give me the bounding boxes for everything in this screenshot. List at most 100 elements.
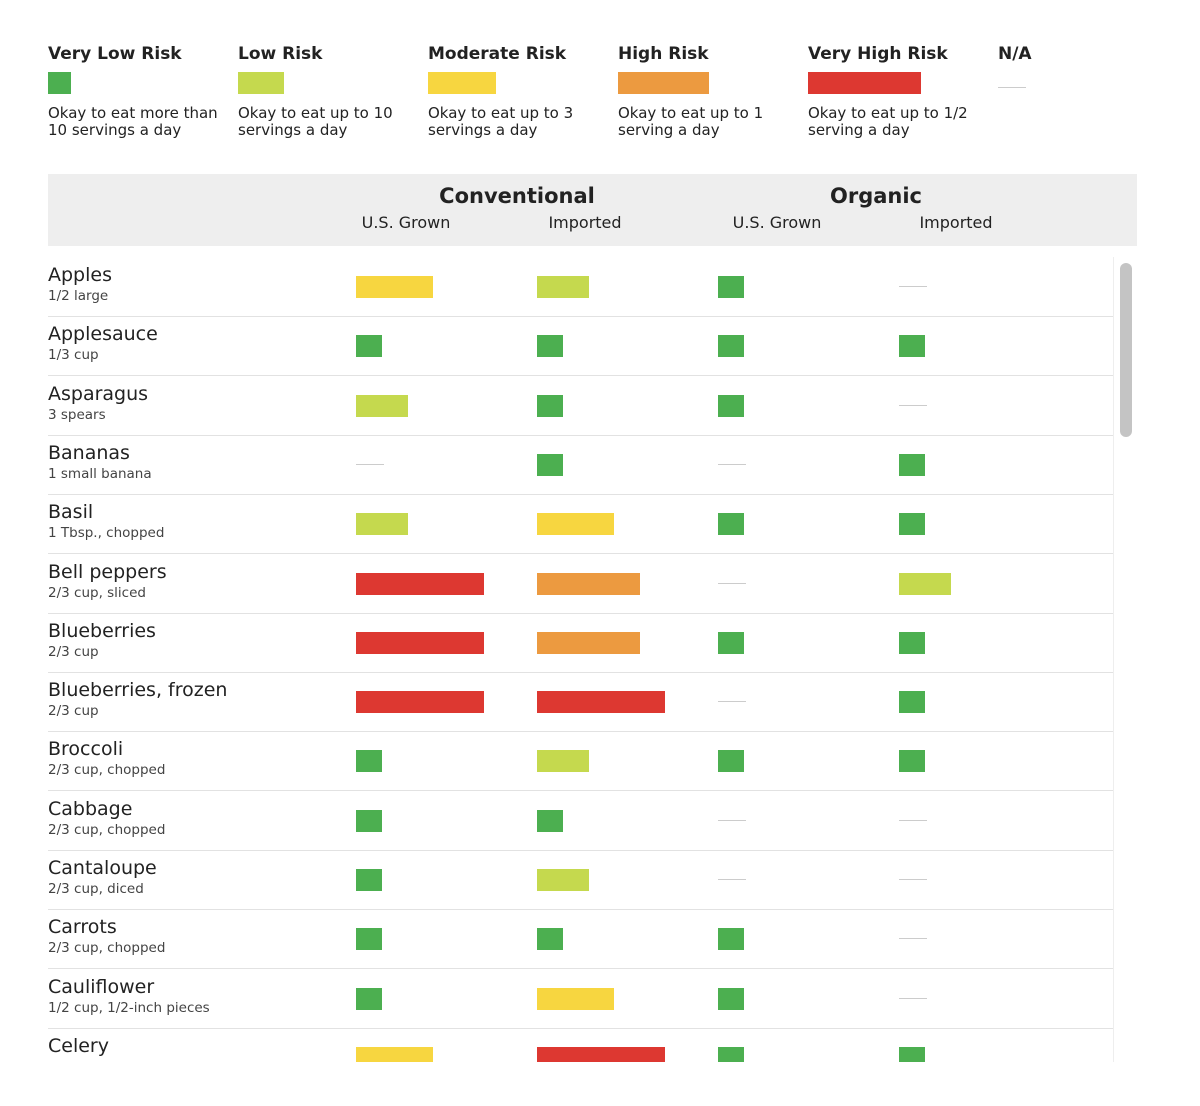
risk-mark — [899, 879, 927, 880]
column-header: U.S. Grown — [361, 213, 451, 232]
risk-mark — [537, 335, 563, 358]
risk-mark — [356, 928, 382, 951]
food-name: Bell peppers — [48, 560, 167, 583]
legend-swatch — [998, 87, 1026, 88]
table-body: Apples 1/2 large Applesauce 1/3 cup Asparagu… — [0, 257, 1200, 1062]
risk-mark — [718, 987, 744, 1010]
table-row: Apples 1/2 large — [48, 257, 1113, 317]
risk-mark — [718, 335, 744, 358]
risk-mark — [537, 928, 563, 951]
serving-size: 2/3 cup — [48, 643, 99, 660]
food-name: Cauliflower — [48, 975, 155, 998]
risk-mark — [356, 394, 408, 417]
risk-mark — [899, 631, 925, 654]
risk-mark — [537, 750, 589, 773]
legend-swatch — [808, 72, 921, 94]
legend-swatch — [428, 72, 496, 94]
legend-label: Low Risk — [238, 44, 323, 64]
risk-mark — [718, 1046, 744, 1062]
risk-mark — [899, 1046, 925, 1062]
table-row: Cauliflower 1/2 cup, 1/2-inch pieces — [48, 969, 1113, 1029]
risk-mark — [537, 1046, 665, 1062]
serving-size: 1 small banana — [48, 465, 152, 482]
legend-swatch — [238, 72, 284, 94]
risk-mark — [537, 572, 640, 595]
risk-mark — [718, 463, 746, 465]
table-row: Asparagus 3 spears — [48, 376, 1113, 436]
risk-mark — [899, 572, 951, 595]
risk-mark — [537, 513, 614, 536]
legend-description: Okay to eat up to 1/2 serving a day — [808, 104, 968, 139]
risk-mark — [718, 513, 744, 536]
risk-mark — [899, 513, 925, 536]
food-name: Bananas — [48, 441, 130, 464]
table-row: Basil 1 Tbsp., chopped — [48, 494, 1113, 555]
risk-mark — [899, 453, 925, 476]
serving-size: 2/3 cup, chopped — [48, 821, 166, 838]
risk-mark — [899, 750, 925, 773]
table-header — [48, 174, 1137, 246]
risk-mark — [356, 750, 382, 773]
risk-mark — [718, 582, 746, 584]
risk-mark — [899, 286, 927, 287]
risk-mark — [718, 394, 744, 417]
risk-mark — [356, 987, 382, 1010]
risk-mark — [537, 394, 563, 417]
table-row: Blueberries, frozen 2/3 cup — [48, 672, 1113, 733]
legend-label: N/A — [998, 44, 1032, 64]
scrollbar-thumb[interactable] — [1120, 263, 1132, 437]
risk-mark — [718, 701, 746, 703]
risk-mark — [718, 928, 744, 951]
food-name: Broccoli — [48, 738, 124, 761]
risk-mark — [899, 819, 927, 821]
risk-mark — [537, 987, 614, 1010]
table-row: Cabbage 2/3 cup, chopped — [48, 791, 1113, 851]
risk-mark — [356, 631, 484, 654]
risk-mark — [899, 938, 927, 940]
food-name: Cantaloupe — [48, 857, 157, 879]
legend-label: High Risk — [618, 44, 709, 64]
risk-mark — [356, 335, 382, 358]
serving-size: 1/2 cup, 1/2-inch pieces — [48, 999, 210, 1016]
risk-mark — [718, 631, 744, 654]
risk-mark — [537, 869, 589, 891]
serving-size: 1/3 cup — [48, 347, 99, 364]
column-header: U.S. Grown — [732, 213, 822, 232]
legend-description: Okay to eat up to 10 servings a day — [238, 104, 393, 139]
food-name: Apples — [48, 264, 112, 286]
risk-mark — [356, 869, 382, 891]
risk-mark — [537, 276, 589, 298]
table-row: Applesauce 1/3 cup — [48, 316, 1113, 377]
risk-mark — [899, 691, 925, 714]
serving-size: 2/3 cup, chopped — [48, 940, 166, 957]
risk-mark — [356, 276, 433, 298]
risk-mark — [718, 276, 744, 298]
food-name: Asparagus — [48, 382, 149, 405]
legend-swatch — [618, 72, 709, 94]
table-row: Carrots 2/3 cup, chopped — [48, 909, 1113, 970]
column-header: Imported — [548, 213, 622, 232]
table-row: Bell peppers 2/3 cup, sliced — [48, 554, 1113, 614]
risk-mark — [537, 453, 563, 476]
food-name: Cabbage — [48, 797, 133, 820]
risk-mark — [356, 809, 382, 832]
column-header: Imported — [919, 213, 993, 232]
serving-size: 2/3 cup, sliced — [48, 584, 146, 601]
legend-label: Very High Risk — [808, 44, 948, 64]
risk-mark — [537, 631, 640, 654]
risk-mark — [899, 997, 927, 999]
risk-mark — [718, 819, 746, 821]
column-group: Organic — [829, 184, 923, 208]
legend-swatch — [48, 72, 71, 94]
risk-mark — [356, 513, 408, 536]
table-row: Cantaloupe 2/3 cup, diced — [48, 850, 1113, 910]
table-row: Celery — [48, 1028, 1113, 1062]
risk-mark — [537, 809, 563, 832]
risk-mark — [899, 404, 927, 406]
column-group: Conventional — [439, 184, 595, 208]
serving-size: 2/3 cup, chopped — [48, 762, 166, 779]
serving-size: 2/3 cup, diced — [48, 881, 144, 897]
risk-mark — [899, 335, 925, 358]
risk-mark — [356, 572, 484, 595]
